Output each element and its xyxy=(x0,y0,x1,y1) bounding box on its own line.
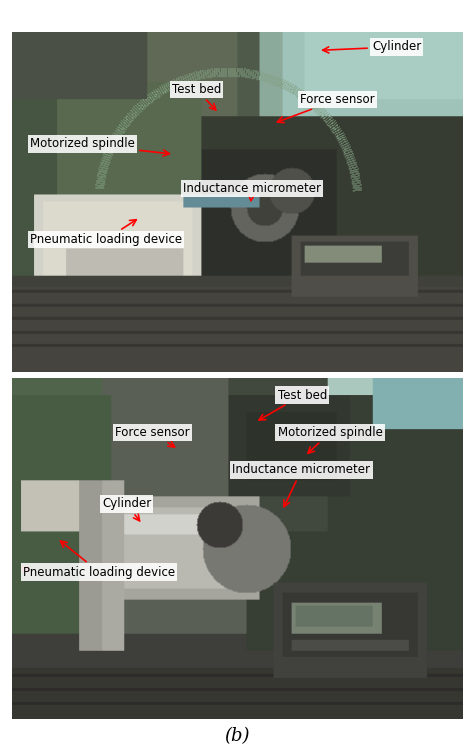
Text: Cylinder: Cylinder xyxy=(323,41,421,54)
Text: Motorized spindle: Motorized spindle xyxy=(277,426,383,453)
Text: Test bed: Test bed xyxy=(259,388,327,420)
Text: Pneumatic loading device: Pneumatic loading device xyxy=(30,219,182,246)
Text: Force sensor: Force sensor xyxy=(115,426,190,447)
Text: Motorized spindle: Motorized spindle xyxy=(30,137,169,156)
Text: (b): (b) xyxy=(224,727,250,745)
Text: Force sensor: Force sensor xyxy=(277,93,374,123)
Text: Inductance micrometer: Inductance micrometer xyxy=(232,464,371,507)
Text: Pneumatic loading device: Pneumatic loading device xyxy=(23,541,175,578)
Text: Cylinder: Cylinder xyxy=(102,498,151,521)
Text: Inductance micrometer: Inductance micrometer xyxy=(183,182,321,201)
Text: Test bed: Test bed xyxy=(172,83,221,110)
Text: (a): (a) xyxy=(225,689,249,707)
